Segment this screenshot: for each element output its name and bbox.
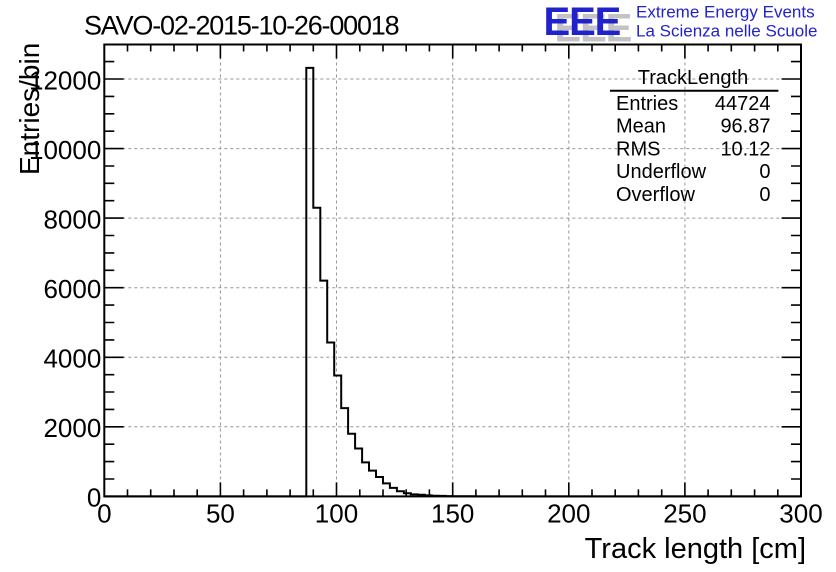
svg-text:10000: 10000 bbox=[29, 135, 101, 165]
svg-text:TrackLength: TrackLength bbox=[638, 67, 748, 89]
svg-text:RMS: RMS bbox=[616, 138, 660, 160]
svg-text:0: 0 bbox=[759, 184, 770, 206]
svg-text:0: 0 bbox=[97, 498, 111, 528]
svg-text:SAVO-02-2015-10-26-00018: SAVO-02-2015-10-26-00018 bbox=[84, 11, 399, 41]
svg-text:Track length [cm]: Track length [cm] bbox=[585, 533, 806, 565]
svg-text:Extreme Energy Events: Extreme Energy Events bbox=[636, 3, 815, 22]
svg-text:2000: 2000 bbox=[43, 413, 101, 443]
svg-text:12000: 12000 bbox=[29, 65, 101, 95]
svg-text:0: 0 bbox=[759, 161, 770, 183]
svg-text:10.12: 10.12 bbox=[720, 138, 770, 160]
svg-text:4000: 4000 bbox=[43, 344, 101, 374]
svg-text:50: 50 bbox=[206, 498, 235, 528]
svg-text:La Scienza nelle Scuole: La Scienza nelle Scuole bbox=[636, 22, 817, 41]
svg-text:96.87: 96.87 bbox=[720, 116, 770, 138]
svg-text:EEE: EEE bbox=[544, 0, 621, 44]
svg-text:Entries: Entries bbox=[616, 93, 678, 115]
svg-text:150: 150 bbox=[431, 498, 474, 528]
svg-text:300: 300 bbox=[779, 498, 822, 528]
svg-text:Overflow: Overflow bbox=[616, 184, 695, 206]
svg-text:44724: 44724 bbox=[715, 93, 771, 115]
svg-text:6000: 6000 bbox=[43, 274, 101, 304]
svg-text:Entries/bin: Entries/bin bbox=[14, 43, 45, 175]
svg-text:8000: 8000 bbox=[43, 204, 101, 234]
svg-text:Underflow: Underflow bbox=[616, 161, 707, 183]
svg-text:250: 250 bbox=[663, 498, 706, 528]
svg-text:Mean: Mean bbox=[616, 116, 666, 138]
svg-text:EEE: EEE bbox=[555, 7, 632, 51]
svg-text:100: 100 bbox=[315, 498, 358, 528]
svg-text:0: 0 bbox=[87, 483, 101, 513]
svg-text:200: 200 bbox=[547, 498, 590, 528]
